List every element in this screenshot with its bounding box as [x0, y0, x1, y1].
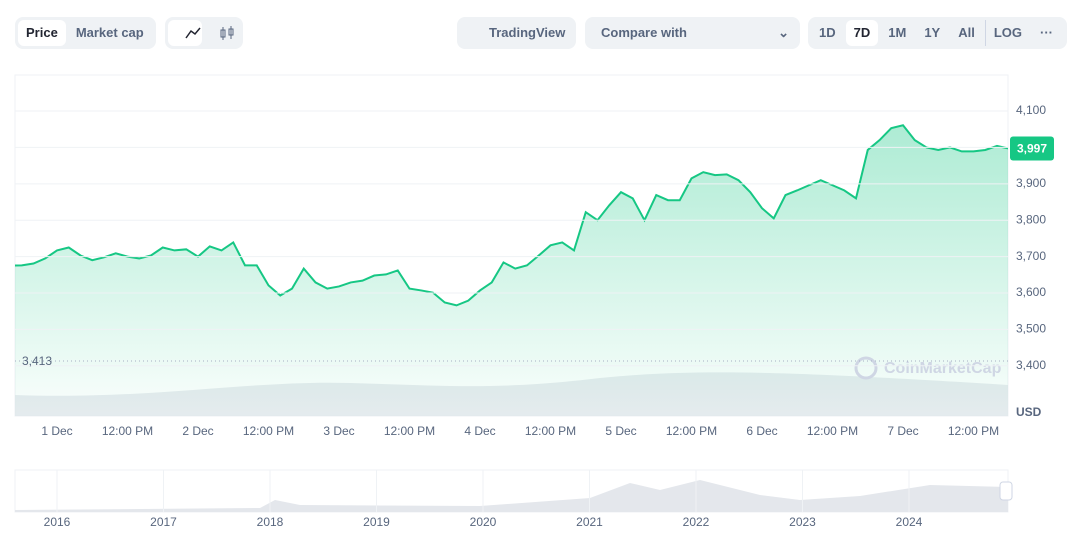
tradingview-button[interactable]: TradingView: [457, 17, 576, 49]
x-tick-label: 7 Dec: [887, 424, 918, 438]
watermark-logo: [854, 356, 878, 380]
x-tick-label: 4 Dec: [464, 424, 495, 438]
y-tick-label: 4,100: [1016, 103, 1046, 117]
navigator-year: 2020: [470, 515, 497, 529]
chart-style: [165, 17, 243, 49]
navigator-year: 2017: [150, 515, 177, 529]
x-tick-label: 12:00 PM: [666, 424, 717, 438]
y-tick-label: 3,400: [1016, 358, 1046, 372]
log-toggle[interactable]: LOG: [984, 20, 1030, 46]
x-tick-label: 12:00 PM: [525, 424, 576, 438]
range-tab[interactable]: 1D: [819, 25, 836, 40]
x-tick-label: 12:00 PM: [807, 424, 858, 438]
tab[interactable]: Market cap: [75, 25, 144, 40]
y-tick-label: 3,500: [1016, 322, 1046, 336]
plot: [15, 124, 1008, 416]
range-tab[interactable]: All: [958, 25, 975, 40]
range-tab[interactable]: 7D: [845, 20, 879, 46]
x-tick-label: 2 Dec: [182, 424, 213, 438]
current-price-badge: [1010, 136, 1054, 161]
navigator-handle[interactable]: [999, 481, 1013, 501]
currency-label: USD: [1016, 405, 1042, 419]
price-line: [15, 124, 1008, 307]
x-tick-label: 12:00 PM: [948, 424, 999, 438]
range-tabs: 1D 7D 1M 1Y All LOG ···: [808, 17, 1067, 49]
line-icon: [185, 27, 201, 39]
plot-frame: [14, 74, 1009, 417]
label: TradingView: [489, 25, 566, 40]
volume-area: [15, 372, 1008, 416]
x-tick-label: 12:00 PM: [384, 424, 435, 438]
y-tick-label: 3,600: [1016, 285, 1046, 299]
price-area: [15, 125, 1008, 416]
more-button[interactable]: ···: [1040, 25, 1054, 40]
metric-tabs: Price Market cap: [15, 17, 156, 49]
line-style-button[interactable]: [168, 20, 202, 46]
low-marker-label: 3,413: [22, 354, 52, 368]
navigator-year: 2018: [257, 515, 284, 529]
navigator-year: 2021: [576, 515, 603, 529]
y-tick-label: 3,700: [1016, 249, 1046, 263]
watermark: CoinMarketCap: [884, 360, 1002, 377]
tab[interactable]: Price: [18, 20, 66, 46]
navigator-year: 2022: [683, 515, 710, 529]
x-tick-label: 6 Dec: [746, 424, 777, 438]
x-tick-label: 12:00 PM: [102, 424, 153, 438]
navigator-area: [15, 480, 1008, 512]
x-tick-label: 5 Dec: [605, 424, 636, 438]
y-tick-label: 3,900: [1016, 176, 1046, 190]
x-tick-label: 12:00 PM: [243, 424, 294, 438]
range-tab[interactable]: 1Y: [924, 25, 941, 40]
compare-dropdown[interactable]: Compare with ⌄: [585, 17, 800, 49]
candle-style-button[interactable]: [204, 20, 238, 46]
label: Compare with: [601, 25, 687, 40]
navigator-year: 2016: [44, 515, 71, 529]
candle-icon: [220, 26, 234, 40]
chevron: ⌄: [778, 25, 789, 40]
y-tick-label: 4,000: [1016, 140, 1046, 154]
navigator-year: 2019: [363, 515, 390, 529]
navigator-frame: [14, 469, 1009, 513]
navigator-year: 2023: [789, 515, 816, 529]
x-tick-label: 1 Dec: [41, 424, 72, 438]
x-tick-label: 3 Dec: [323, 424, 354, 438]
y-tick-label: 3,800: [1016, 212, 1046, 226]
range-tab[interactable]: 1M: [888, 25, 907, 40]
navigator-year: 2024: [896, 515, 923, 529]
current-price-label: 3,997: [1017, 142, 1047, 156]
